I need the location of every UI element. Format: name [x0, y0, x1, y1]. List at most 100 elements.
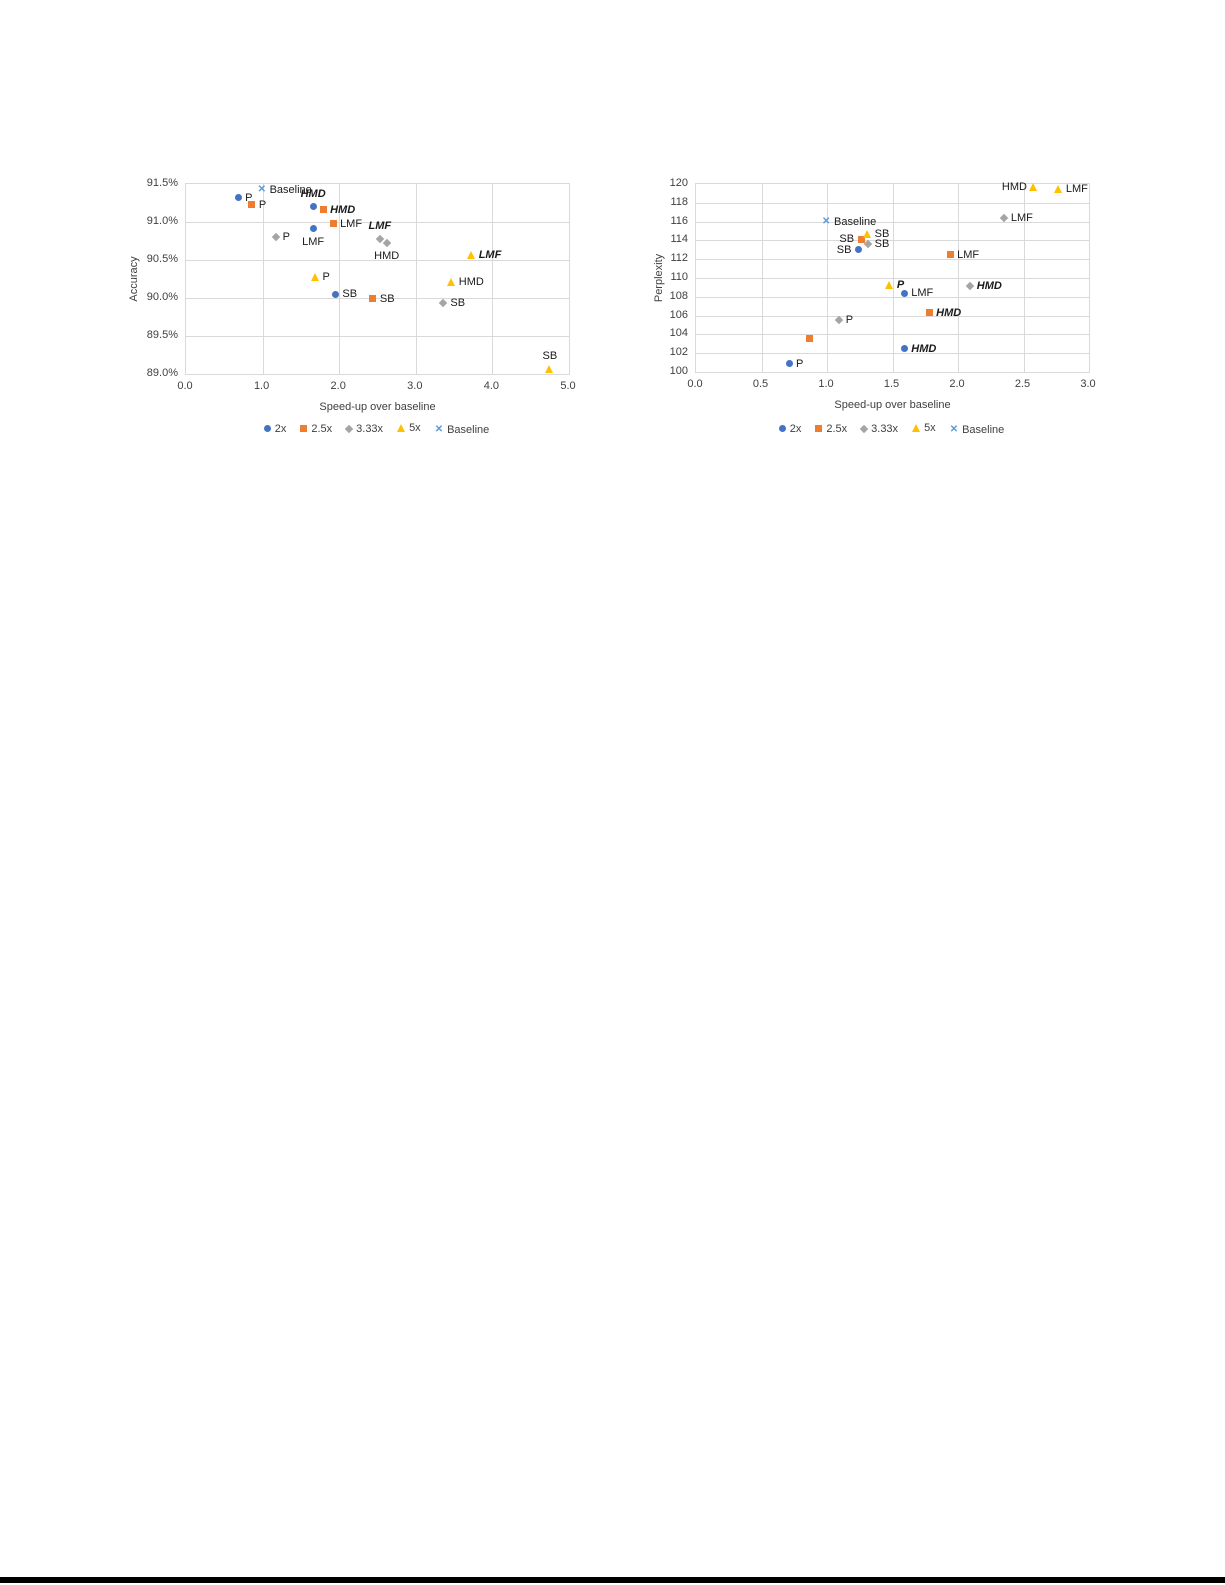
y-tick-label: 118	[670, 195, 688, 208]
gridline-vertical	[762, 184, 763, 372]
gridline-horizontal	[696, 240, 1089, 241]
y-tick-label: 120	[669, 177, 688, 189]
point-label: SB	[836, 243, 852, 256]
y-tick-label: 110	[670, 271, 688, 283]
point-label: HMD	[1001, 180, 1027, 193]
triangle-marker-5x	[467, 251, 476, 260]
y-tick-label: 114	[670, 233, 688, 246]
gridline-horizontal	[696, 259, 1089, 260]
legend-item-5x: 5x	[912, 422, 936, 434]
triangle-marker-5x	[1054, 184, 1063, 193]
legend-item-2x: 2x	[263, 422, 287, 435]
plot-area: P HMD LMF SB P HMD LMF SB P LMF HMD SB P LMF HMD SB ✕ Bas…	[185, 183, 570, 375]
legend-label: 5x	[409, 422, 421, 434]
gridline-horizontal	[186, 260, 569, 261]
legend-item-5x: 5x	[397, 422, 421, 434]
y-tick-label: 89.0%	[146, 367, 178, 379]
point-label: LMF	[340, 217, 363, 230]
point-label: P	[245, 191, 253, 204]
legend-item-2.5x: 2.5x	[300, 423, 332, 435]
point-label: SB	[839, 233, 855, 246]
point-label: HMD	[936, 306, 962, 319]
x-tick-label: 3.0	[1080, 378, 1096, 390]
circle-marker-2x	[309, 203, 317, 211]
perplexity-vs-speedup-chart: Perplexity P HMD LMF SB HMD LMF SB P HMD LMF SB P HM…	[645, 170, 1110, 462]
y-tick-label: 100	[669, 365, 688, 377]
point-label: HMD	[330, 203, 356, 216]
legend-diamond-marker-icon	[344, 424, 354, 434]
point-label: LMF	[368, 220, 392, 233]
circle-marker-2x	[309, 225, 317, 233]
y-tick-label: 91.5%	[146, 177, 178, 189]
square-marker-2.5x	[369, 295, 377, 303]
point-label: SB	[342, 288, 358, 301]
point-label: LMF	[957, 248, 980, 261]
diamond-marker-3.33x	[439, 298, 448, 307]
point-label: SB	[874, 227, 890, 240]
legend-label: 3.33x	[356, 423, 384, 435]
legend-item-2.5x: 2.5x	[815, 423, 847, 435]
x-tick-label: 5.0	[560, 380, 576, 392]
gridline-horizontal	[696, 278, 1089, 279]
legend-x-marker-icon: ✕	[949, 424, 959, 435]
legend-label: 3.33x	[871, 423, 899, 435]
circle-marker-2x	[785, 360, 793, 368]
legend-label: Baseline	[962, 424, 1005, 436]
point-label: LMF	[1065, 182, 1088, 195]
triangle-marker-5x	[885, 280, 894, 289]
point-label: HMD	[300, 187, 326, 200]
point-label: Baseline	[834, 215, 877, 228]
point-label: P	[258, 198, 267, 211]
diamond-marker-3.33x	[863, 239, 872, 249]
square-marker-2.5x	[925, 309, 933, 317]
point-label: HMD	[976, 279, 1002, 292]
legend-item-Baseline: ✕ Baseline	[950, 424, 1005, 436]
x-tick-label: 1.0	[818, 378, 834, 390]
point-label: SB	[379, 292, 395, 305]
y-tick-label: 116	[670, 214, 688, 227]
point-label: LMF	[1010, 211, 1033, 224]
legend-label: 2x	[274, 422, 287, 435]
gridline-horizontal	[186, 336, 569, 337]
plot-area: P HMD LMF SB HMD LMF SB P HMD LMF SB P HMD LMF SB ✕ Base…	[695, 180, 1090, 373]
chart-legend: 2x 2.5x 3.33x 5x ✕ Baseline	[695, 422, 1088, 436]
gridline-vertical	[958, 184, 959, 372]
point-label: HMD	[458, 275, 484, 288]
point-label: P	[896, 278, 905, 291]
y-tick-label: 108	[669, 289, 688, 302]
y-tick-label: 104	[669, 327, 688, 340]
gridline-vertical	[416, 184, 417, 374]
point-label: HMD	[374, 249, 400, 262]
circle-marker-2x	[234, 194, 242, 202]
x-axis-title: Speed-up over baseline	[319, 401, 436, 413]
legend-label: 2.5x	[826, 422, 848, 435]
circle-marker-2x	[900, 345, 908, 352]
x-tick-label: 1.5	[883, 378, 900, 390]
point-label: LMF	[302, 235, 325, 248]
legend-label: 2.5x	[311, 422, 333, 435]
legend-square-marker-icon	[815, 425, 823, 432]
legend-item-3.33x: 3.33x	[344, 423, 384, 435]
gridline-horizontal	[186, 222, 569, 223]
point-label: P	[282, 231, 290, 244]
legend-label: 5x	[924, 422, 936, 434]
gridline-horizontal	[696, 316, 1089, 317]
gridline-vertical	[893, 184, 894, 372]
gridline-vertical	[1024, 184, 1025, 372]
x-tick-label: 4.0	[483, 380, 500, 392]
legend-triangle-marker-icon	[397, 424, 406, 432]
x-tick-label: 0.0	[177, 380, 193, 392]
point-label: Baseline	[269, 184, 312, 197]
gridline-vertical	[492, 184, 493, 374]
gridline-horizontal	[696, 203, 1089, 204]
triangle-marker-5x	[447, 278, 456, 287]
gridline-horizontal	[696, 222, 1089, 223]
triangle-marker-5x	[545, 364, 554, 373]
square-marker-2.5x	[857, 235, 865, 243]
y-tick-label: 102	[669, 346, 688, 359]
y-tick-label: 90.5%	[146, 253, 178, 265]
y-tick-label: 91.0%	[146, 215, 178, 227]
point-label: SB	[542, 349, 558, 362]
y-tick-label: 90.0%	[146, 291, 178, 303]
